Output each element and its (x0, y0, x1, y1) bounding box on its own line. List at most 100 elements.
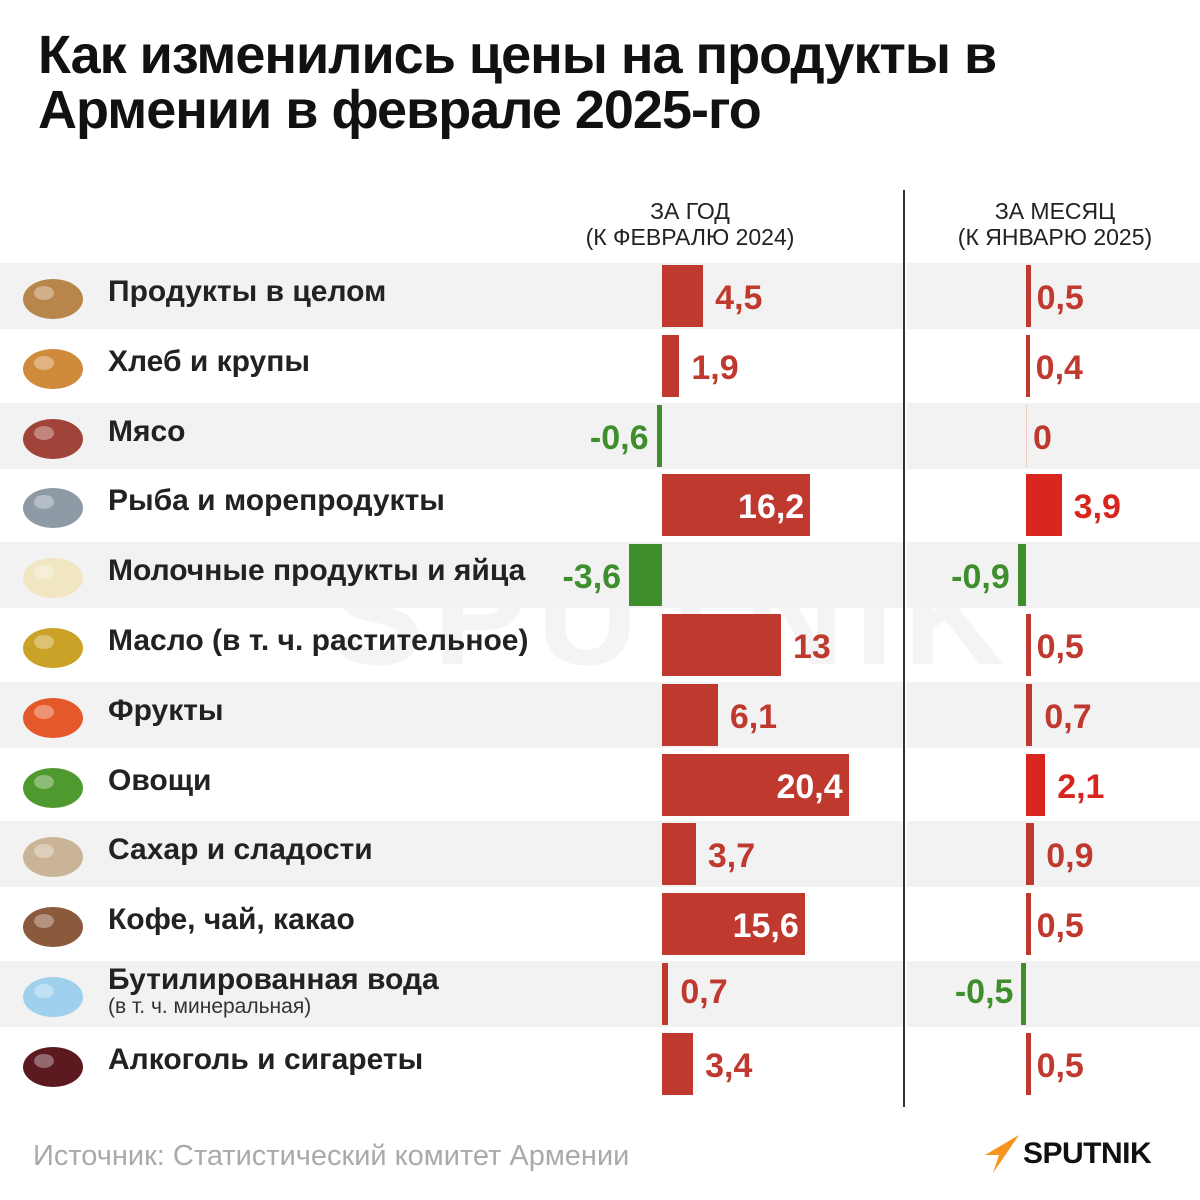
meat-icon (18, 409, 88, 463)
title-line-1: Как изменились цены на продукты в (38, 25, 997, 85)
year-value-label: -3,6 (562, 558, 622, 596)
year-value-label: 20,4 (776, 768, 843, 806)
year-value-label: 1,9 (691, 349, 739, 387)
year-value-label: 3,7 (707, 837, 756, 875)
year-value-label: 3,4 (705, 1047, 753, 1085)
sputnik-logo: SPUTNIK (985, 1135, 1152, 1173)
month-column-header: ЗА МЕСЯЦ (К ЯНВАРЮ 2025) (905, 198, 1200, 250)
category-label: Мясо (108, 415, 186, 448)
year-bar (629, 544, 662, 606)
row-gap (903, 961, 907, 1027)
table-row: Мясо -0,6 0 (0, 403, 1200, 469)
row-gap (903, 682, 907, 748)
year-header-line2: (К ФЕВРАЛЮ 2024) (585, 224, 795, 250)
table-row: Бутилированная вода (в т. ч. минеральная)… (0, 961, 1200, 1027)
year-bar (662, 474, 811, 536)
month-value-label: -0,5 (954, 973, 1014, 1011)
title-line-2: Армении в феврале 2025-го (38, 80, 762, 140)
month-value-label: 0,9 (1046, 837, 1094, 875)
source-note: Источник: Статистический комитет Армении (33, 1140, 630, 1172)
table-row: Продукты в целом 4,5 0,5 (0, 263, 1200, 329)
coffee-cup-icon (18, 897, 88, 951)
category-label: Бутилированная вода (108, 963, 439, 996)
month-header-line1: ЗА МЕСЯЦ (994, 198, 1116, 224)
year-value-label: 0,7 (680, 973, 728, 1011)
year-bar (662, 684, 718, 746)
month-bar (1026, 1033, 1031, 1095)
category-label: Продукты в целом (108, 275, 387, 308)
month-bar (1026, 614, 1031, 676)
category-label: Масло (в т. ч. растительное) (108, 624, 529, 657)
table-row: Сахар и сладости 3,7 0,9 (0, 821, 1200, 887)
month-bar (1026, 265, 1031, 327)
sugar-sacks-icon (18, 827, 88, 881)
table-row: Масло (в т. ч. растительное) 13 0,5 (0, 612, 1200, 678)
month-header-line2: (К ЯНВАРЮ 2025) (957, 224, 1153, 250)
category-label: Молочные продукты и яйца (108, 554, 526, 587)
logo-text: SPUTNIK (1023, 1137, 1152, 1170)
month-value-label: 3,9 (1073, 488, 1121, 526)
month-value-label: 0,5 (1036, 628, 1084, 666)
table-row: Хлеб и крупы 1,9 0,4 (0, 333, 1200, 399)
category-label: Алкоголь и сигареты (108, 1043, 424, 1076)
category-label: Сахар и сладости (108, 833, 373, 866)
month-value-label: 0,5 (1036, 1047, 1084, 1085)
year-bar (662, 614, 781, 676)
basket-icon (18, 269, 88, 323)
table-row: Молочные продукты и яйца -3,6 -0,9 (0, 542, 1200, 608)
year-column-header: ЗА ГОД (К ФЕВРАЛЮ 2024) (540, 198, 840, 250)
year-header-line1: ЗА ГОД (650, 198, 730, 224)
year-bar (662, 335, 680, 397)
year-bar (662, 823, 696, 885)
sputnik-arrow-icon (985, 1135, 1019, 1173)
year-value-label: 13 (792, 628, 831, 666)
page-title: Как изменились цены на продукты в Армени… (38, 25, 997, 140)
category-label: Хлеб и крупы (108, 345, 310, 378)
year-bar (662, 963, 669, 1025)
month-value-label: 0,4 (1035, 349, 1083, 387)
year-bar (662, 754, 849, 816)
vegetables-icon (18, 758, 88, 812)
year-bar (662, 265, 704, 327)
row-gap (903, 542, 907, 608)
month-bar (1021, 963, 1026, 1025)
category-label: Кофе, чай, какао (108, 903, 355, 936)
month-value-label: 2,1 (1057, 768, 1105, 806)
category-sublabel: (в т. ч. минеральная) (108, 995, 312, 1018)
column-divider (903, 190, 905, 1107)
table-row: Овощи 20,4 2,1 (0, 752, 1200, 818)
wine-cigarettes-icon (18, 1037, 88, 1091)
bread-icon (18, 339, 88, 393)
year-bar (656, 405, 662, 467)
month-bar (1026, 823, 1035, 885)
month-value-label: 0,7 (1044, 698, 1092, 736)
year-value-label: 6,1 (729, 698, 778, 736)
year-value-label: -0,6 (589, 419, 649, 457)
row-gap (903, 263, 907, 329)
year-bar (662, 1033, 694, 1095)
water-bottles-icon (18, 967, 88, 1021)
year-value-label: 4,5 (715, 279, 763, 317)
month-bar (1026, 893, 1031, 955)
year-value-label: 15,6 (732, 907, 799, 945)
month-bar (1026, 405, 1027, 467)
month-bar (1026, 754, 1046, 816)
table-row: Кофе, чай, какао 15,6 0,5 (0, 891, 1200, 957)
category-label: Рыба и морепродукты (108, 484, 445, 517)
month-bar (1026, 684, 1033, 746)
table-row: Алкоголь и сигареты 3,4 0,5 (0, 1031, 1200, 1097)
category-label: Фрукты (108, 694, 224, 727)
month-bar (1026, 335, 1030, 397)
month-value-label: 0,5 (1036, 907, 1084, 945)
month-value-label: -0,9 (951, 558, 1010, 596)
month-value-label: 0 (1033, 419, 1052, 457)
category-label: Овощи (108, 764, 212, 797)
row-gap (903, 403, 907, 469)
month-bar (1026, 474, 1062, 536)
month-value-label: 0,5 (1036, 279, 1084, 317)
table-row: Фрукты 6,1 0,7 (0, 682, 1200, 748)
oil-bottle-icon (18, 618, 88, 672)
fruits-icon (18, 688, 88, 742)
fish-icon (18, 478, 88, 532)
